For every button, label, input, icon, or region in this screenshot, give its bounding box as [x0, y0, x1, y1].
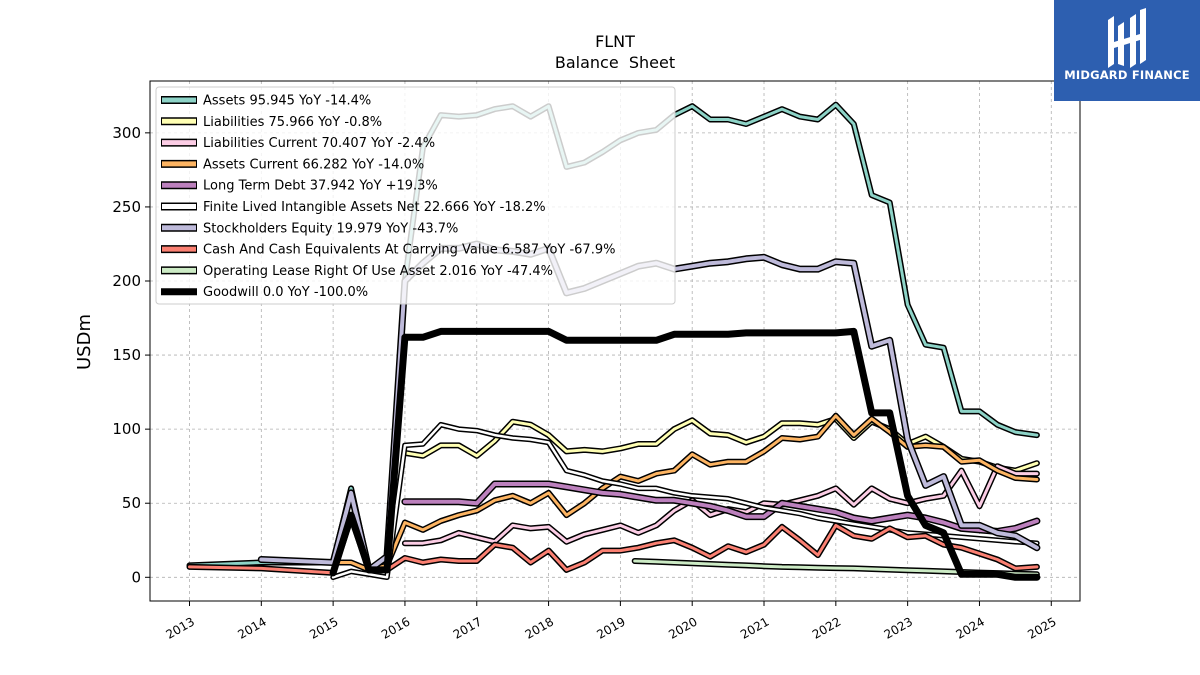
y-tick-label: 250 [112, 198, 141, 216]
x-tick-label: 2019 [594, 614, 627, 641]
x-tick-label: 2022 [810, 614, 843, 641]
x-tick-label: 2024 [954, 614, 987, 641]
x-tick-label: 2023 [882, 614, 915, 641]
legend-label: Liabilities 75.966 YoY -0.8% [203, 115, 382, 130]
legend-label: Liabilities Current 70.407 YoY -2.4% [203, 136, 435, 151]
series-line-7 [188, 516, 1039, 575]
series-line-3 [331, 414, 1039, 572]
y-tick-label: 300 [112, 124, 141, 142]
y-tick-label: 50 [122, 494, 141, 512]
chart-subtitle: Balance Sheet [555, 53, 675, 72]
y-tick-label: 100 [112, 420, 141, 438]
series-line-4 [402, 482, 1039, 534]
y-tick-label: 0 [131, 568, 141, 586]
x-tick-label: 2015 [307, 614, 340, 641]
y-axis-label: USDm [74, 314, 95, 370]
legend-label: Finite Lived Intangible Assets Net 22.66… [203, 200, 546, 215]
x-tick-label: 2014 [235, 614, 268, 641]
midgard-logo-icon [1108, 8, 1146, 68]
legend-label: Goodwill 0.0 YoY -100.0% [203, 285, 368, 300]
series-outline-9 [329, 327, 1041, 581]
series-line-2 [403, 464, 1039, 545]
brand-name: MIDGARD FINANCE [1064, 68, 1190, 82]
chart-title: FLNT [595, 32, 635, 51]
y-tick-label: 200 [112, 272, 141, 290]
x-tick-label: 2013 [164, 614, 197, 641]
legend-label: Assets Current 66.282 YoY -14.0% [203, 157, 424, 172]
legend-label: Operating Lease Right Of Use Asset 2.016… [203, 264, 553, 279]
y-tick-label: 150 [112, 346, 141, 364]
midgard-finance-logo: MIDGARD FINANCE [1054, 0, 1200, 101]
legend-label: Cash And Cash Equivalents At Carrying Va… [203, 243, 615, 258]
x-tick-label: 2016 [379, 614, 412, 641]
legend-label: Long Term Debt 37.942 YoY +19.3% [203, 179, 438, 194]
x-tick-label: 2021 [738, 614, 771, 641]
plot-frame [149, 80, 1081, 602]
legend: Assets 95.945 YoY -14.4% Liabilities 75.9… [155, 86, 676, 305]
legend-label: Assets 95.945 YoY -14.4% [203, 94, 371, 109]
x-tick-label: 2017 [451, 614, 484, 641]
legend-label: Stockholders Equity 19.979 YoY -43.7% [203, 221, 458, 236]
x-tick-label: 2018 [523, 614, 556, 641]
x-tick-label: 2025 [1025, 614, 1058, 641]
series-line-1 [403, 417, 1039, 473]
x-tick-label: 2020 [666, 614, 699, 641]
legend-box [155, 86, 676, 305]
